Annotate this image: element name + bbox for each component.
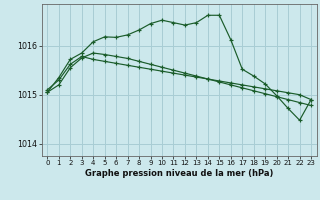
X-axis label: Graphe pression niveau de la mer (hPa): Graphe pression niveau de la mer (hPa)	[85, 169, 273, 178]
